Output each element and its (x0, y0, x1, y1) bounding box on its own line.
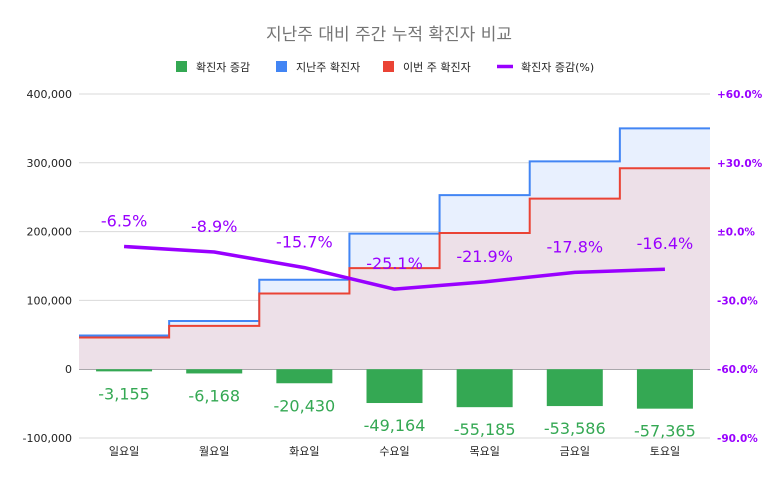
bar (366, 369, 423, 404)
bar (546, 369, 603, 407)
pct-value-label: -25.1% (366, 254, 423, 273)
y-right-tick-label: ±0.0% (717, 227, 755, 239)
x-tick-label: 일요일 (109, 444, 139, 458)
x-tick-label: 금요일 (560, 444, 590, 458)
bar (276, 369, 333, 384)
legend-swatch (176, 61, 187, 72)
x-tick-label: 토요일 (650, 444, 680, 458)
pct-value-label: -16.4% (637, 234, 694, 253)
bars (96, 369, 693, 409)
bar-value-label: -55,185 (454, 420, 516, 439)
y-left-tick-label: -100,000 (23, 432, 72, 445)
data-labels: -3,155 -6,168 -20,430 -49,164 -55,185 -53,586… (98, 212, 696, 441)
legend-swatch (383, 61, 394, 72)
legend-label: 지난주 확진자 (296, 61, 360, 74)
y-right-tick-label: -30.0% (717, 295, 758, 307)
x-tick-label: 월요일 (199, 444, 229, 458)
bar (456, 369, 513, 408)
bar (636, 369, 693, 409)
bar-value-label: -49,164 (364, 416, 426, 435)
pct-value-label: -8.9% (191, 217, 237, 236)
legend-label: 이번 주 확진자 (403, 61, 471, 74)
x-tick-label: 화요일 (289, 444, 319, 458)
y-right-tick-label: +30.0% (717, 158, 763, 170)
bar-value-label: -53,586 (544, 419, 606, 438)
y-right-tick-label: -90.0% (717, 433, 758, 445)
legend: 확진자 증감 지난주 확진자 이번 주 확진자 확진자 증감(%) (176, 61, 594, 74)
bar (96, 369, 153, 372)
y-right-tick-label: -60.0% (717, 364, 758, 376)
this-week-area-line (79, 167, 710, 339)
y-left-tick-label: 200,000 (27, 226, 73, 239)
bar-value-label: -3,155 (98, 384, 150, 403)
pct-value-label: -21.9% (456, 247, 513, 266)
chart-title: 지난주 대비 주간 누적 확진자 비교 (266, 25, 512, 45)
pct-line (123, 244, 666, 291)
x-tick-label: 목요일 (469, 444, 499, 458)
pct-value-label: -15.7% (276, 233, 333, 252)
legend-label: 확진자 증감(%) (521, 61, 594, 74)
y-right-tick-label: +60.0% (717, 89, 763, 101)
x-tick-label: 수요일 (379, 444, 409, 458)
y-left-tick-label: 400,000 (27, 88, 73, 101)
stepped-areas (79, 127, 710, 370)
legend-swatch (276, 61, 287, 72)
axes: -100,000 0 100,000 200,000 300,000 400,000 -90… (23, 88, 763, 458)
y-left-tick-label: 300,000 (27, 157, 73, 170)
bar (186, 369, 243, 374)
y-left-tick-label: 0 (65, 363, 72, 376)
legend-label: 확진자 증감 (196, 61, 250, 74)
pct-value-label: -17.8% (546, 237, 603, 256)
y-left-tick-label: 100,000 (27, 294, 73, 307)
pct-value-label: -6.5% (101, 212, 147, 231)
last-week-area-line (79, 127, 710, 337)
bar-value-label: -6,168 (188, 386, 240, 405)
bar-value-label: -20,430 (273, 396, 335, 415)
bar-value-label: -57,365 (634, 422, 696, 441)
